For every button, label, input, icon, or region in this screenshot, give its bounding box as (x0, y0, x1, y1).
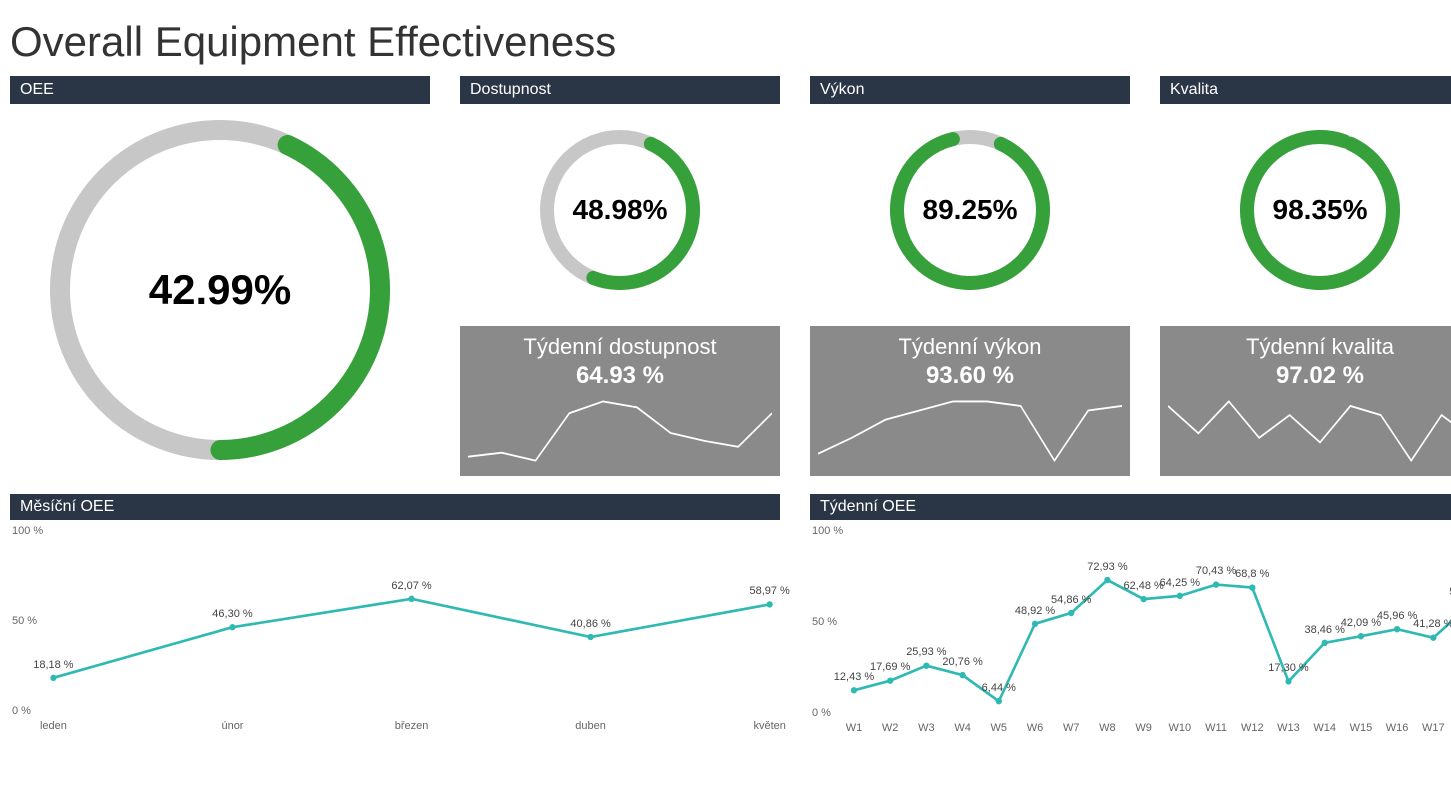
weekly-title-kvalita: Týdenní kvalita (1168, 334, 1451, 360)
page-title: Overall Equipment Effectiveness (0, 0, 1451, 76)
gauge-vykon: 89.25% (890, 130, 1050, 290)
panel-kvalita: Kvalita 98.35% Týdenní kvalita 97.02 % (1160, 76, 1451, 476)
panel-header-dostupnost: Dostupnost (460, 76, 780, 104)
weekly-val-kvalita: 97.02 % (1168, 362, 1451, 390)
panel-vykon: Výkon 89.25% Týdenní výkon 93.60 % (810, 76, 1130, 476)
chart-weekly: 0 %50 %100 %W1W2W3W4W5W6W7W8W9W10W11W12W… (810, 520, 1451, 734)
panel-header-weekly: Týdenní OEE (810, 494, 1451, 520)
gauge-wrap-dostupnost: 48.98% (460, 104, 780, 316)
sparkline-kvalita (1168, 394, 1451, 468)
gauge-wrap-kvalita: 98.35% (1160, 104, 1451, 316)
sparkline-dostupnost (468, 394, 772, 468)
panel-header-vykon: Výkon (810, 76, 1130, 104)
weekly-val-dostupnost: 64.93 % (468, 362, 772, 390)
sparkline-vykon (818, 394, 1122, 468)
panel-header-oee: OEE (10, 76, 430, 104)
weekly-val-vykon: 93.60 % (818, 362, 1122, 390)
weekly-card-kvalita: Týdenní kvalita 97.02 % (1160, 326, 1451, 476)
gauge-wrap-oee: 42.99% (10, 104, 430, 476)
gauge-oee: 42.99% (50, 120, 390, 460)
panel-header-monthly: Měsíční OEE (10, 494, 780, 520)
gauge-dostupnost: 48.98% (540, 130, 700, 290)
panel-oee: OEE 42.99% (10, 76, 430, 476)
panel-header-kvalita: Kvalita (1160, 76, 1451, 104)
weekly-card-vykon: Týdenní výkon 93.60 % (810, 326, 1130, 476)
weekly-title-vykon: Týdenní výkon (818, 334, 1122, 360)
panel-weekly: Týdenní OEE 0 %50 %100 %W1W2W3W4W5W6W7W8… (810, 494, 1451, 724)
panel-dostupnost: Dostupnost 48.98% Týdenní dostupnost 64.… (460, 76, 780, 476)
gauge-kvalita: 98.35% (1240, 130, 1400, 290)
weekly-title-dostupnost: Týdenní dostupnost (468, 334, 772, 360)
gauge-wrap-vykon: 89.25% (810, 104, 1130, 316)
dashboard-grid: OEE 42.99% Dostupnost 48.98% Týdenní dos… (0, 76, 1451, 724)
weekly-card-dostupnost: Týdenní dostupnost 64.93 % (460, 326, 780, 476)
chart-monthly: 0 %50 %100 %ledenúnorbřezendubenkvěten18… (10, 520, 780, 732)
panel-monthly: Měsíční OEE 0 %50 %100 %ledenúnorbřezend… (10, 494, 780, 724)
